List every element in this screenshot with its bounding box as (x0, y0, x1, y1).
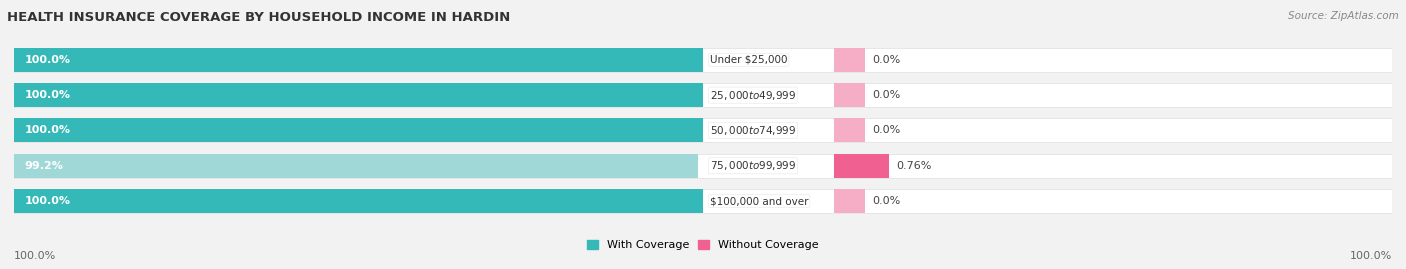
Text: 100.0%: 100.0% (24, 55, 70, 65)
Text: 0.76%: 0.76% (896, 161, 931, 171)
Text: $100,000 and over: $100,000 and over (710, 196, 808, 206)
Text: 100.0%: 100.0% (24, 196, 70, 206)
Text: 100.0%: 100.0% (24, 125, 70, 136)
Bar (834, 48, 865, 72)
Bar (14, 48, 703, 72)
Bar (14, 189, 1392, 213)
Bar (14, 118, 1392, 143)
Bar (14, 154, 1392, 178)
Bar (14, 83, 703, 107)
Bar (834, 118, 865, 143)
Bar (834, 154, 889, 178)
Text: HEALTH INSURANCE COVERAGE BY HOUSEHOLD INCOME IN HARDIN: HEALTH INSURANCE COVERAGE BY HOUSEHOLD I… (7, 11, 510, 24)
Text: $50,000 to $74,999: $50,000 to $74,999 (710, 124, 796, 137)
Text: 0.0%: 0.0% (872, 196, 900, 206)
Text: 0.0%: 0.0% (872, 125, 900, 136)
Text: Source: ZipAtlas.com: Source: ZipAtlas.com (1288, 11, 1399, 21)
Text: $75,000 to $99,999: $75,000 to $99,999 (710, 159, 796, 172)
Bar (14, 189, 703, 213)
Bar (14, 48, 1392, 72)
Text: 100.0%: 100.0% (1350, 251, 1392, 261)
Text: $25,000 to $49,999: $25,000 to $49,999 (710, 89, 796, 102)
Text: 100.0%: 100.0% (24, 90, 70, 100)
Bar (14, 118, 703, 143)
Text: Under $25,000: Under $25,000 (710, 55, 787, 65)
Text: 0.0%: 0.0% (872, 90, 900, 100)
Text: 99.2%: 99.2% (24, 161, 63, 171)
Bar (14, 154, 697, 178)
Bar (834, 83, 865, 107)
Text: 100.0%: 100.0% (14, 251, 56, 261)
Legend: With Coverage, Without Coverage: With Coverage, Without Coverage (582, 235, 824, 255)
Bar (834, 189, 865, 213)
Bar (14, 83, 1392, 107)
Text: 0.0%: 0.0% (872, 55, 900, 65)
